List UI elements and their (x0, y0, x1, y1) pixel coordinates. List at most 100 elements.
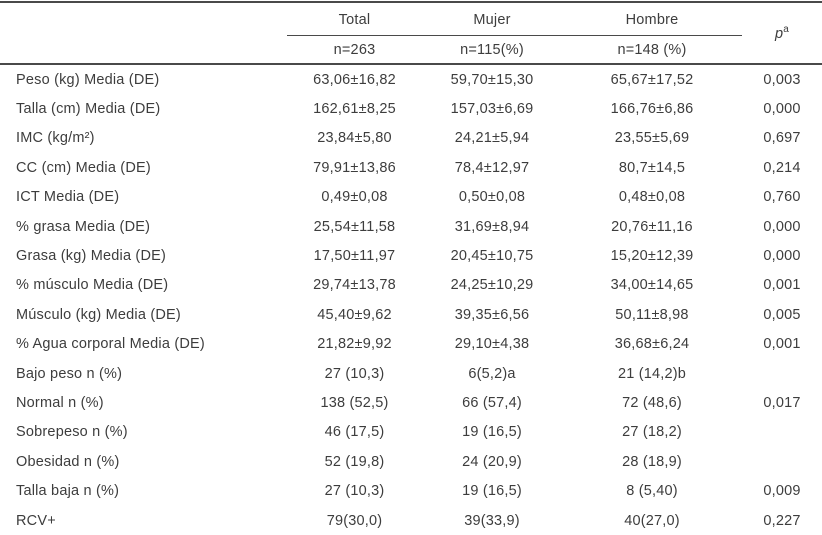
cell-total: 45,40±9,62 (317, 306, 392, 323)
row-label: % músculo Media (DE) (16, 277, 169, 294)
table-row: % Agua corporal Media (DE) 21,82±9,92 29,1… (0, 330, 822, 359)
table-row: Sobrepeso n (%) 46 (17,5) 19 (16,5) 27 (18,… (0, 418, 822, 447)
col-header-mujer: Mujer (422, 2, 562, 36)
cell-mujer: 157,03±6,69 (450, 101, 534, 118)
cell-p: 0,003 (763, 71, 801, 88)
row-label: Sobrepeso n (%) (16, 424, 128, 441)
cell-p (742, 447, 822, 476)
cell-mujer: 24 (20,9) (462, 453, 522, 470)
cell-hombre: 8 (5,40) (626, 483, 678, 500)
cell-total: 138 (52,5) (320, 394, 389, 411)
cell-total: 17,50±11,97 (313, 248, 396, 265)
row-label: RCV+ (16, 512, 56, 529)
cell-p: 0,000 (763, 218, 801, 235)
cell-p: 0,000 (763, 101, 801, 118)
cell-p: 0,214 (763, 159, 801, 176)
cell-mujer: 20,45±10,75 (450, 248, 534, 265)
cell-hombre: 20,76±11,16 (611, 218, 693, 235)
table-header: Total Mujer Hombre pa n=263 n=115(%) n=1… (0, 2, 822, 65)
table-row: CC (cm) Media (DE) 79,91±13,86 78,4±12,97 8… (0, 153, 822, 182)
cell-hombre: 15,20±12,39 (610, 248, 694, 265)
header-empty-cell (0, 2, 287, 36)
row-label: Normal n (%) (16, 394, 104, 411)
table-row: % músculo Media (DE) 29,74±13,78 24,25±10,… (0, 271, 822, 300)
cell-hombre: 40(27,0) (624, 512, 680, 529)
cell-hombre: 27 (18,2) (622, 424, 682, 441)
row-label: Talla baja n (%) (16, 483, 120, 500)
cell-hombre: 166,76±6,86 (610, 101, 694, 118)
header-empty-cell (0, 35, 287, 65)
table-row: Normal n (%) 138 (52,5) 66 (57,4) 72 (48,6)… (0, 388, 822, 417)
cell-total: 63,06±16,82 (313, 71, 396, 88)
cell-total: 52 (19,8) (324, 453, 385, 470)
cell-total: 27 (10,3) (324, 483, 385, 500)
cell-hombre: 80,7±14,5 (618, 159, 686, 176)
cell-mujer: 19 (16,5) (462, 483, 522, 500)
cell-total: 23,84±5,80 (317, 130, 392, 147)
cell-total: 25,54±11,58 (313, 218, 396, 235)
subheader-mujer-n: n=115(%) (422, 35, 562, 65)
cell-mujer: 19 (16,5) (462, 424, 522, 441)
table-row: Talla baja n (%) 27 (10,3) 19 (16,5) 8 (5,4… (0, 476, 822, 505)
row-label: Bajo peso n (%) (16, 365, 123, 382)
table-row: ICT Media (DE) 0,49±0,08 0,50±0,08 0,48±0,0… (0, 183, 822, 212)
table-row: RCV+ 79(30,0) 39(33,9) 40(27,0) 0,227 (0, 506, 822, 535)
row-label: Músculo (kg) Media (DE) (16, 306, 181, 323)
cell-mujer: 39,35±6,56 (454, 306, 530, 323)
subheader-total-n: n=263 (287, 35, 422, 65)
table-row: Peso (kg) Media (DE) 63,06±16,82 59,70±15,… (0, 64, 822, 94)
table-row: IMC (kg/m²) 23,84±5,80 24,21±5,94 23,55±5,6… (0, 124, 822, 153)
row-label: CC (cm) Media (DE) (16, 159, 151, 176)
cell-p: 0,000 (763, 248, 801, 265)
cell-total: 29,74±13,78 (313, 277, 396, 294)
cell-p: 0,001 (763, 336, 801, 353)
cell-total: 162,61±8,25 (313, 101, 396, 118)
cell-p: 0,009 (763, 483, 801, 500)
cell-mujer: 6(5,2)a (468, 365, 516, 382)
cell-mujer: 66 (57,4) (462, 394, 522, 411)
cell-hombre: 28 (18,9) (622, 453, 682, 470)
cell-hombre: 23,55±5,69 (614, 130, 690, 147)
cell-total: 27 (10,3) (324, 365, 385, 382)
p-symbol: p (774, 26, 784, 42)
cell-hombre: 0,48±0,08 (618, 189, 686, 206)
col-header-hombre: Hombre (562, 2, 742, 36)
cell-hombre: 34,00±14,65 (610, 277, 694, 294)
cell-hombre: 50,11±8,98 (615, 306, 689, 323)
table-row: Grasa (kg) Media (DE) 17,50±11,97 20,45±10… (0, 241, 822, 270)
cell-hombre: 21 (14,2)b (617, 365, 687, 382)
cell-p: 0,760 (763, 189, 801, 206)
cell-p: 0,017 (763, 394, 801, 411)
cell-total: 0,49±0,08 (321, 189, 388, 206)
cell-p: 0,697 (763, 130, 801, 147)
cell-p: 0,227 (763, 512, 801, 529)
row-label: IMC (kg/m²) (16, 130, 95, 147)
p-superscript-a: a (783, 24, 790, 36)
table-row: Obesidad n (%) 52 (19,8) 24 (20,9) 28 (18,9… (0, 447, 822, 476)
table-row: Talla (cm) Media (DE) 162,61±8,25 157,03±6… (0, 94, 822, 123)
cell-mujer: 39(33,9) (464, 512, 520, 529)
cell-mujer: 59,70±15,30 (450, 71, 534, 88)
cell-total: 46 (17,5) (324, 424, 385, 441)
cell-p (742, 418, 822, 447)
row-label: Grasa (kg) Media (DE) (16, 248, 167, 265)
row-label: Talla (cm) Media (DE) (16, 101, 161, 118)
cell-total: 79,91±13,86 (313, 159, 396, 176)
header-n-row: n=263 n=115(%) n=148 (%) (0, 35, 822, 65)
table-body: Peso (kg) Media (DE) 63,06±16,82 59,70±15,… (0, 64, 822, 535)
table-row: Bajo peso n (%) 27 (10,3) 6(5,2)a 21 (14,2)… (0, 359, 822, 388)
cell-hombre: 36,68±6,24 (614, 336, 690, 353)
table-row: % grasa Media (DE) 25,54±11,58 31,69±8,94 2… (0, 212, 822, 241)
cell-p (742, 359, 822, 388)
subheader-hombre-n: n=148 (%) (562, 35, 742, 65)
cell-mujer: 78,4±12,97 (454, 159, 530, 176)
cell-hombre: 65,67±17,52 (610, 71, 694, 88)
col-header-p-value: pa (742, 2, 822, 65)
cell-p: 0,005 (763, 306, 801, 323)
row-label: Peso (kg) Media (DE) (16, 71, 160, 88)
header-group-row: Total Mujer Hombre pa (0, 2, 822, 65)
row-label: % Agua corporal Media (DE) (16, 336, 205, 353)
cell-total: 21,82±9,92 (317, 336, 392, 353)
cell-mujer: 24,25±10,29 (450, 277, 534, 294)
